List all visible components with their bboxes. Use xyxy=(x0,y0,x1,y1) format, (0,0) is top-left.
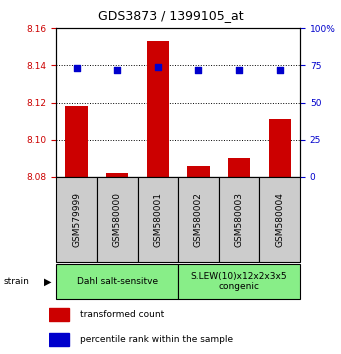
Text: GSM580001: GSM580001 xyxy=(153,192,162,247)
Point xyxy=(277,67,282,73)
Text: ▶: ▶ xyxy=(44,276,52,286)
Text: GSM580004: GSM580004 xyxy=(275,192,284,247)
Bar xyxy=(178,177,219,262)
Text: GDS3873 / 1399105_at: GDS3873 / 1399105_at xyxy=(98,9,243,22)
Bar xyxy=(187,166,210,177)
Bar xyxy=(137,177,178,262)
Bar xyxy=(147,41,169,177)
Text: GSM580003: GSM580003 xyxy=(235,192,243,247)
Bar xyxy=(269,119,291,177)
Text: strain: strain xyxy=(3,277,29,286)
Text: Dahl salt-sensitve: Dahl salt-sensitve xyxy=(77,277,158,286)
Point xyxy=(236,67,242,73)
Text: percentile rank within the sample: percentile rank within the sample xyxy=(79,335,233,344)
Text: GSM579999: GSM579999 xyxy=(72,192,81,247)
Bar xyxy=(49,333,70,346)
Bar xyxy=(106,173,129,177)
Bar xyxy=(178,264,300,299)
Bar xyxy=(228,159,250,177)
Bar xyxy=(56,177,97,262)
Point xyxy=(115,67,120,73)
Text: transformed count: transformed count xyxy=(79,310,164,319)
Bar xyxy=(260,177,300,262)
Point xyxy=(196,67,201,73)
Bar xyxy=(65,106,88,177)
Point xyxy=(74,65,79,71)
Text: GSM580002: GSM580002 xyxy=(194,192,203,247)
Point xyxy=(155,64,161,70)
Text: S.LEW(10)x12x2x3x5
congenic: S.LEW(10)x12x2x3x5 congenic xyxy=(191,272,287,291)
Text: GSM580000: GSM580000 xyxy=(113,192,122,247)
Bar xyxy=(56,264,178,299)
Bar xyxy=(49,308,70,321)
Bar xyxy=(219,177,260,262)
Bar xyxy=(97,177,137,262)
